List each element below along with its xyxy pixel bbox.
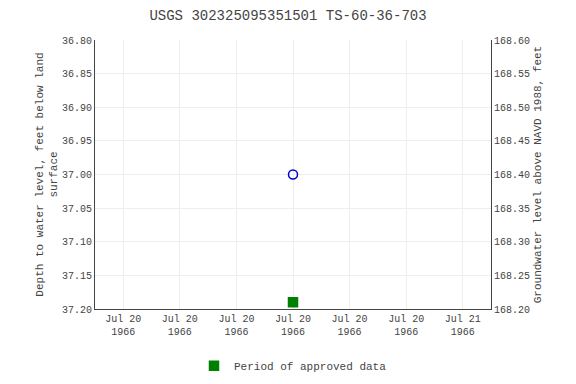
svg-text:37.05: 37.05 <box>62 204 92 215</box>
svg-text:168.50: 168.50 <box>494 103 530 114</box>
svg-text:Period of approved data: Period of approved data <box>234 361 386 373</box>
svg-text:36.90: 36.90 <box>62 103 92 114</box>
svg-text:168.40: 168.40 <box>494 170 530 181</box>
svg-text:168.60: 168.60 <box>494 36 530 47</box>
svg-text:Jul 211966: Jul 211966 <box>445 314 481 338</box>
svg-text:168.20: 168.20 <box>494 305 530 316</box>
svg-text:Groundwater level above NAVD 1: Groundwater level above NAVD 1988, feet <box>532 46 544 303</box>
svg-text:Jul 201966: Jul 201966 <box>105 314 141 338</box>
svg-text:36.80: 36.80 <box>62 36 92 47</box>
svg-text:37.15: 37.15 <box>62 271 92 282</box>
svg-text:36.95: 36.95 <box>62 136 92 147</box>
svg-text:Jul 201966: Jul 201966 <box>388 314 424 338</box>
svg-text:37.00: 37.00 <box>62 170 92 181</box>
svg-text:37.20: 37.20 <box>62 305 92 316</box>
svg-text:168.45: 168.45 <box>494 136 530 147</box>
svg-text:Depth to water level, feet bel: Depth to water level, feet below landsur… <box>34 52 60 296</box>
svg-text:168.35: 168.35 <box>494 204 530 215</box>
svg-text:Jul 201966: Jul 201966 <box>275 314 311 338</box>
svg-text:Jul 201966: Jul 201966 <box>332 314 368 338</box>
svg-text:37.10: 37.10 <box>62 237 92 248</box>
svg-text:Jul 201966: Jul 201966 <box>218 314 254 338</box>
svg-text:168.25: 168.25 <box>494 271 530 282</box>
svg-text:168.30: 168.30 <box>494 237 530 248</box>
svg-text:36.85: 36.85 <box>62 69 92 80</box>
svg-text:Jul 201966: Jul 201966 <box>162 314 198 338</box>
svg-text:USGS 302325095351501 TS-60-36-: USGS 302325095351501 TS-60-36-703 <box>149 8 426 24</box>
svg-text:168.55: 168.55 <box>494 69 530 80</box>
